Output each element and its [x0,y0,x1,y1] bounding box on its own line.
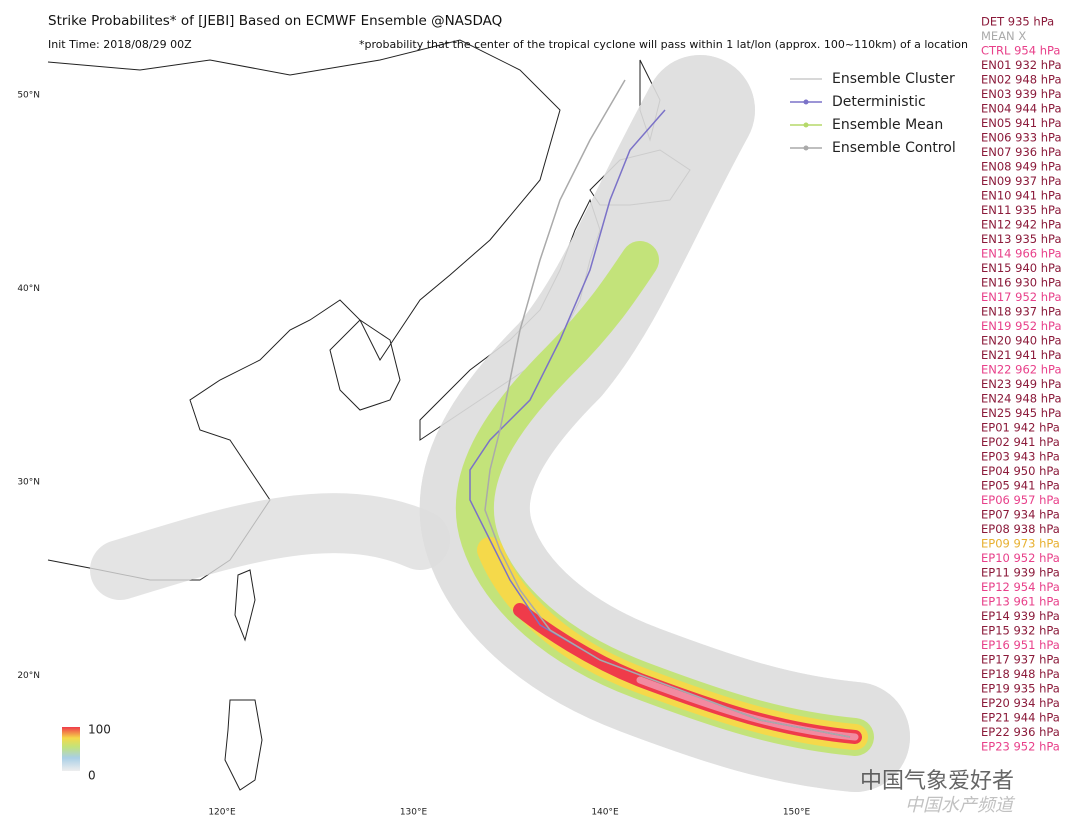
member-entry: EN04 944 hPa [981,102,1062,116]
member-entry: EP16 951 hPa [981,638,1060,652]
member-entry: EP03 943 hPa [981,450,1060,464]
member-entry: EP19 935 hPa [981,682,1060,696]
title: Strike Probabilites* of [JEBI] Based on … [48,13,502,29]
member-entry: EP01 942 hPa [981,421,1060,435]
control-track [484,79,851,738]
member-entry: EN16 930 hPa [981,276,1062,290]
member-entry: EN17 952 hPa [981,290,1062,304]
member-entry: EP13 961 hPa [981,595,1060,609]
member-entry: EN22 962 hPa [981,363,1062,377]
member-entry: EP02 941 hPa [981,435,1060,449]
member-entry: EP14 939 hPa [981,609,1060,623]
legend-label: Ensemble Cluster [832,71,955,87]
member-entry: EN19 952 hPa [981,319,1062,333]
colorbar-max: 100 [88,723,111,737]
legend: Ensemble Cluster Deterministic Ensemble Me… [790,71,956,156]
colorbar [62,727,80,771]
member-entry: EN20 940 hPa [981,334,1062,348]
member-entry: EN23 949 hPa [981,377,1062,391]
member-entry: EN21 941 hPa [981,348,1062,362]
member-entry: EN01 932 hPa [981,58,1062,72]
member-entry: EP04 950 hPa [981,464,1060,478]
member-entry: CTRL 954 hPa [981,44,1060,58]
member-entry: EN24 948 hPa [981,392,1062,406]
member-entry: EN06 933 hPa [981,131,1062,145]
lat-label: 20°N [17,671,40,681]
member-entry: EN13 935 hPa [981,232,1062,246]
lat-label: 30°N [17,478,40,488]
member-entry: DET 935 hPa [981,15,1054,29]
member-entry: EN12 942 hPa [981,218,1062,232]
member-entry: EP11 939 hPa [981,566,1060,580]
member-entry: EP06 957 hPa [981,493,1060,507]
colorbar-min: 0 [88,769,96,783]
axis-labels: 120°E 130°E 140°E 150°E 50°N 40°N 30°N 20°N [17,91,810,818]
lon-label: 150°E [783,808,811,818]
member-entry: EN25 945 hPa [981,406,1062,420]
member-entry: EP07 934 hPa [981,508,1060,522]
member-entry: EN14 966 hPa [981,247,1062,261]
legend-label: Ensemble Control [832,140,956,156]
member-entry: EP18 948 hPa [981,667,1060,681]
member-entry: EN09 937 hPa [981,174,1062,188]
member-entry: EN10 941 hPa [981,189,1062,203]
lon-label: 140°E [591,808,619,818]
member-entry: EP08 938 hPa [981,522,1060,536]
lat-label: 50°N [17,91,40,101]
member-entry: EP10 952 hPa [981,551,1060,565]
member-entry: EN07 936 hPa [981,145,1062,159]
legend-dot [803,99,809,105]
note: *probability that the center of the trop… [359,38,968,51]
member-entry: EP05 941 hPa [981,479,1060,493]
lon-label: 120°E [208,808,236,818]
strike-probability-swath [90,55,910,792]
legend-label: Deterministic [832,94,926,110]
member-entry: EN11 935 hPa [981,203,1062,217]
member-entry: EN15 940 hPa [981,261,1062,275]
member-entry: EP20 934 hPa [981,696,1060,710]
member-entry: EN08 949 hPa [981,160,1062,174]
member-entry: EP21 944 hPa [981,711,1060,725]
member-entry: EN02 948 hPa [981,73,1062,87]
member-entry: EN05 941 hPa [981,116,1062,130]
member-entry: EP23 952 hPa [981,740,1060,754]
watermark: 中国气象爱好者 [860,769,1014,794]
member-entry: EP12 954 hPa [981,580,1060,594]
member-entry: EP17 937 hPa [981,653,1060,667]
member-entry: MEAN X [981,29,1026,43]
member-entry: EN03 939 hPa [981,87,1062,101]
member-entry: EN18 937 hPa [981,305,1062,319]
legend-dot [803,145,809,151]
lat-label: 40°N [17,284,40,294]
init-time: Init Time: 2018/08/29 00Z [48,38,192,51]
legend-label: Ensemble Mean [832,117,943,133]
lon-label: 130°E [400,808,428,818]
member-entry: EP22 936 hPa [981,725,1060,739]
member-entry: EP15 932 hPa [981,624,1060,638]
legend-dot [803,122,809,128]
member-entry: EP09 973 hPa [981,537,1060,551]
watermark: 中国水产频道 [905,795,1016,816]
